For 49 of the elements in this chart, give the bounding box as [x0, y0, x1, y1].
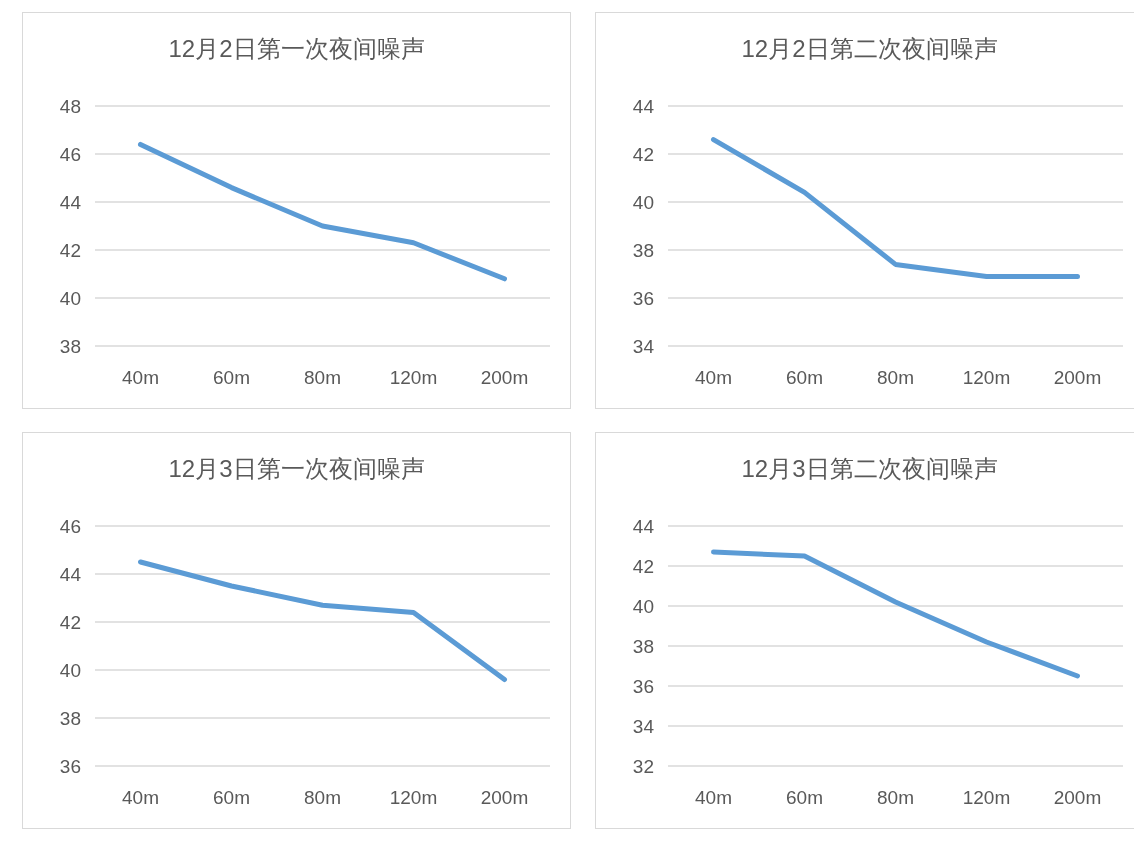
y-tick-label: 36 [59, 756, 81, 777]
x-tick-label: 80m [877, 787, 914, 808]
x-tick-label: 40m [695, 787, 732, 808]
y-tick-label: 40 [59, 288, 81, 309]
y-tick-label: 34 [632, 716, 655, 737]
chart-title: 12月3日第二次夜间噪声 [741, 455, 998, 482]
chart-title: 12月2日第一次夜间噪声 [168, 35, 425, 62]
y-tick-label: 36 [632, 288, 654, 309]
y-tick-label: 40 [59, 660, 81, 681]
x-tick-label: 200m [480, 787, 529, 808]
y-tick-label: 48 [59, 96, 81, 117]
y-tick-label: 42 [632, 556, 654, 577]
y-tick-label: 36 [632, 676, 654, 697]
y-tick-label: 44 [632, 516, 655, 537]
x-tick-label: 120m [389, 367, 438, 388]
chart-title: 12月3日第一次夜间噪声 [168, 455, 425, 482]
x-tick-label: 40m [122, 787, 159, 808]
y-tick-label: 40 [632, 596, 654, 617]
x-tick-label: 80m [304, 787, 341, 808]
x-tick-label: 200m [1053, 787, 1102, 808]
x-tick-label: 60m [213, 367, 250, 388]
y-tick-label: 46 [59, 144, 81, 165]
y-tick-label: 44 [632, 96, 655, 117]
x-tick-label: 40m [122, 367, 159, 388]
x-tick-label: 40m [695, 367, 732, 388]
y-tick-label: 38 [59, 708, 81, 729]
y-tick-label: 38 [632, 636, 654, 657]
x-tick-label: 80m [877, 367, 914, 388]
x-tick-label: 120m [962, 367, 1011, 388]
x-tick-label: 60m [786, 367, 823, 388]
y-tick-label: 44 [59, 192, 82, 213]
y-tick-label: 42 [59, 240, 81, 261]
x-tick-label: 120m [962, 787, 1011, 808]
y-tick-label: 38 [59, 336, 81, 357]
y-tick-label: 42 [59, 612, 81, 633]
y-tick-label: 38 [632, 240, 654, 261]
x-tick-label: 60m [786, 787, 823, 808]
x-tick-label: 60m [213, 787, 250, 808]
chart-title: 12月2日第二次夜间噪声 [741, 35, 998, 62]
y-tick-label: 44 [59, 564, 82, 585]
x-tick-label: 80m [304, 367, 341, 388]
x-tick-label: 200m [1053, 367, 1102, 388]
y-tick-label: 32 [632, 756, 654, 777]
x-tick-label: 120m [389, 787, 438, 808]
y-tick-label: 42 [632, 144, 654, 165]
y-tick-label: 40 [632, 192, 654, 213]
y-tick-label: 34 [632, 336, 655, 357]
x-tick-label: 200m [480, 367, 529, 388]
y-tick-label: 46 [59, 516, 81, 537]
